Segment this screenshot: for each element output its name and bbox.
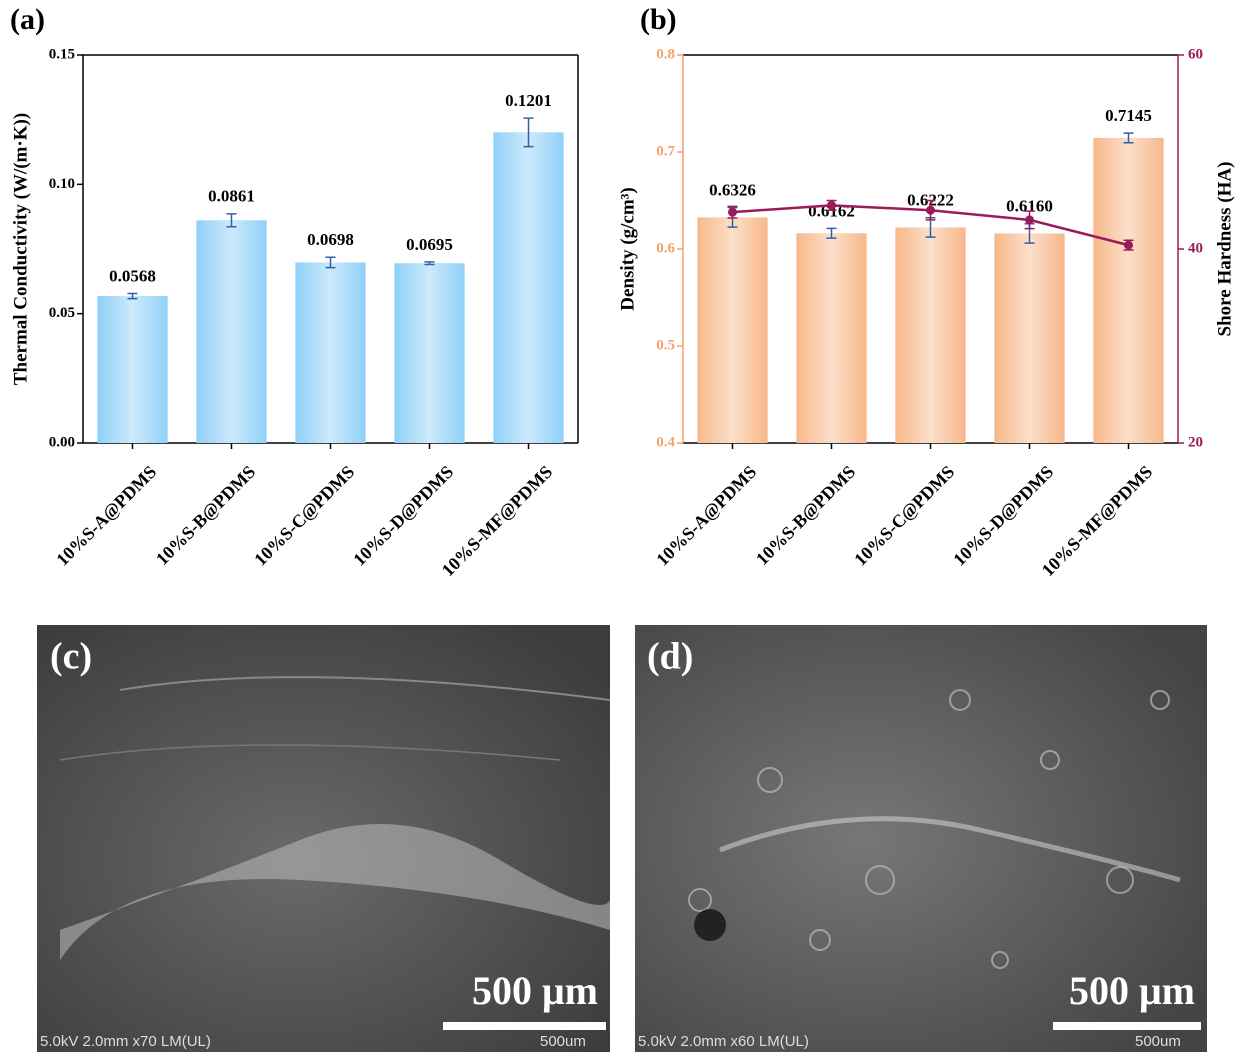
image-panel-label: (c) — [50, 636, 92, 678]
sem-image-c: (c) 500 μm 5.0kV 2.0mm x70 LM(UL) 500um — [37, 625, 610, 1052]
value-label: 0.7145 — [1105, 106, 1152, 125]
panel-label: (b) — [640, 3, 677, 36]
y-tick-label: 0.5 — [656, 337, 675, 353]
x-tick-label: 10%S-C@PDMS — [250, 462, 358, 570]
x-tick-label: 10%S-B@PDMS — [152, 462, 259, 569]
x-tick-label: 10%S-A@PDMS — [52, 462, 160, 570]
y-axis-title: Density (g/cm³) — [617, 187, 638, 310]
y2-tick-label: 20 — [1188, 434, 1203, 450]
y2-tick-label: 60 — [1188, 46, 1203, 62]
marker — [1124, 241, 1133, 250]
chart: (a) 0.00 0.05 0.10 0.15 Thermal Conductivity … — [10, 3, 578, 580]
x-tick-label: 10%S-C@PDMS — [850, 462, 958, 570]
y-tick-label: 0.10 — [49, 176, 75, 192]
value-label: 0.0695 — [406, 235, 453, 254]
y-tick-label: 0.4 — [656, 434, 675, 450]
value-label: 0.0698 — [307, 230, 354, 249]
bar-shine — [493, 132, 563, 443]
sem-image-d: (d) 500 μm 5.0kV 2.0mm x60 LM(UL) 500um — [635, 625, 1207, 1052]
value-label: 0.0568 — [109, 266, 156, 285]
y2-tick-label: 40 — [1188, 240, 1203, 256]
x-tick-label: 10%S-D@PDMS — [949, 462, 1057, 570]
bar-shine — [295, 262, 365, 443]
x-tick-label: 10%S-D@PDMS — [349, 462, 457, 570]
bar-shine — [895, 227, 965, 443]
scale-bar-label: 500um — [1135, 1033, 1181, 1050]
y-tick-label: 0.00 — [49, 434, 75, 450]
panel-label: (a) — [10, 3, 45, 36]
image-panel-label: (d) — [647, 636, 693, 678]
y-tick-label: 0.05 — [49, 305, 75, 321]
bar-shine — [196, 220, 266, 443]
y2-axis-title: Shore Hardness (HA) — [1214, 162, 1235, 337]
x-tick-label: 10%S-A@PDMS — [652, 462, 760, 570]
marker — [728, 208, 737, 217]
x-tick-label: 10%S-MF@PDMS — [438, 462, 557, 581]
marker — [827, 201, 836, 210]
image-info: 5.0kV 2.0mm x60 LM(UL) — [638, 1033, 809, 1050]
bar-shine — [796, 233, 866, 443]
figure: (c) 500 μm 5.0kV 2.0mm x70 LM(UL) 500um … — [0, 0, 1242, 1052]
value-label: 0.1201 — [505, 91, 552, 110]
chart: (b) 0.4 0.5 0.6 0.7 0.8 20 40 60 Density (g/cm³) S… — [617, 3, 1235, 580]
bar-shine — [994, 233, 1064, 443]
y-tick-label: 0.15 — [49, 46, 75, 62]
y-tick-label: 0.7 — [656, 143, 675, 159]
scale-label: 500 μm — [1069, 968, 1195, 1013]
y-axis-title: Thermal Conductivity (W/(m·K)) — [10, 113, 31, 385]
marker — [1025, 215, 1034, 224]
scale-bar-label: 500um — [540, 1033, 586, 1050]
value-label: 0.0861 — [208, 187, 255, 206]
y-tick-label: 0.8 — [656, 46, 675, 62]
image-info: 5.0kV 2.0mm x70 LM(UL) — [40, 1033, 211, 1050]
bar-shine — [1093, 138, 1163, 443]
x-tick-label: 10%S-B@PDMS — [752, 462, 859, 569]
y-tick-label: 0.6 — [656, 240, 675, 256]
bar-shine — [697, 217, 767, 443]
bar-shine — [97, 296, 167, 443]
bar-shine — [394, 263, 464, 443]
x-tick-label: 10%S-MF@PDMS — [1038, 462, 1157, 581]
marker — [926, 206, 935, 215]
scale-label: 500 μm — [472, 968, 598, 1013]
value-label: 0.6326 — [709, 181, 756, 200]
